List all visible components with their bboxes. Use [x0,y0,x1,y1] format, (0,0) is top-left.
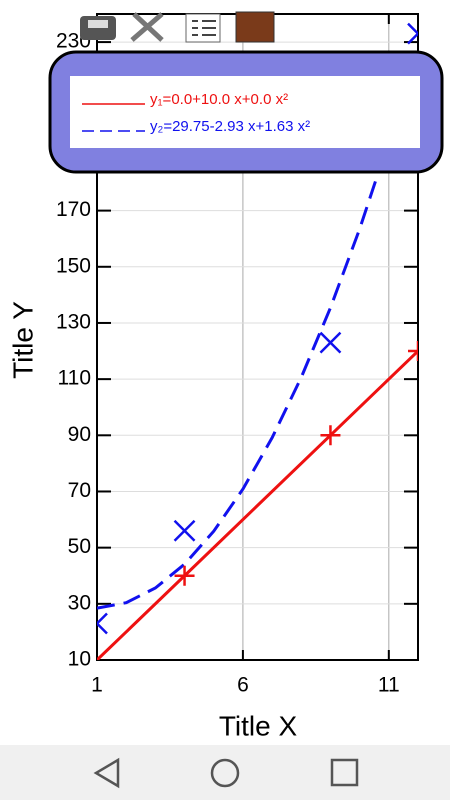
y-tick-label: 130 [56,311,91,334]
legend-icon-lines [192,20,216,36]
data-point [97,612,108,635]
y-tick-label: 70 [68,479,91,502]
y-tick-label: 170 [56,198,91,221]
x-tick-label: 6 [237,674,249,697]
home-button[interactable] [210,758,240,788]
y-tick-label: 30 [68,591,91,614]
data-point [174,565,195,586]
data-point [173,519,196,542]
x-tick-label: 1 [91,674,103,697]
y-axis-title: Title Y [7,301,38,379]
y-tick-label: 150 [56,254,91,277]
nav-bar [0,745,450,800]
legend-label: y₁=0.0+10.0 x+0.0 x² [150,91,288,108]
data-point [408,341,418,362]
legend-box [70,76,420,148]
y-tick-label: 50 [68,535,91,558]
recent-button[interactable] [330,758,359,787]
legend: y₁=0.0+10.0 x+0.0 x² y₂=29.75-2.93 x+1.63… [48,50,444,174]
y-tick-label: 90 [68,423,91,446]
legend-label: y₂=29.75-2.93 x+1.63 x² [150,118,310,135]
x-axis-title: Title X [219,710,298,741]
save-icon-label [88,20,108,28]
data-point [319,331,342,354]
y-tick-label: 10 [68,648,91,671]
x-tick-label: 11 [378,674,400,697]
toolbar [80,11,275,43]
series-line [97,43,418,610]
background-icon[interactable] [235,11,275,43]
series-line [97,349,418,660]
data-point [320,425,341,446]
data-point [407,22,418,45]
tools-icon[interactable] [130,12,164,42]
y-tick-label: 110 [58,367,91,390]
back-button[interactable] [93,757,120,789]
